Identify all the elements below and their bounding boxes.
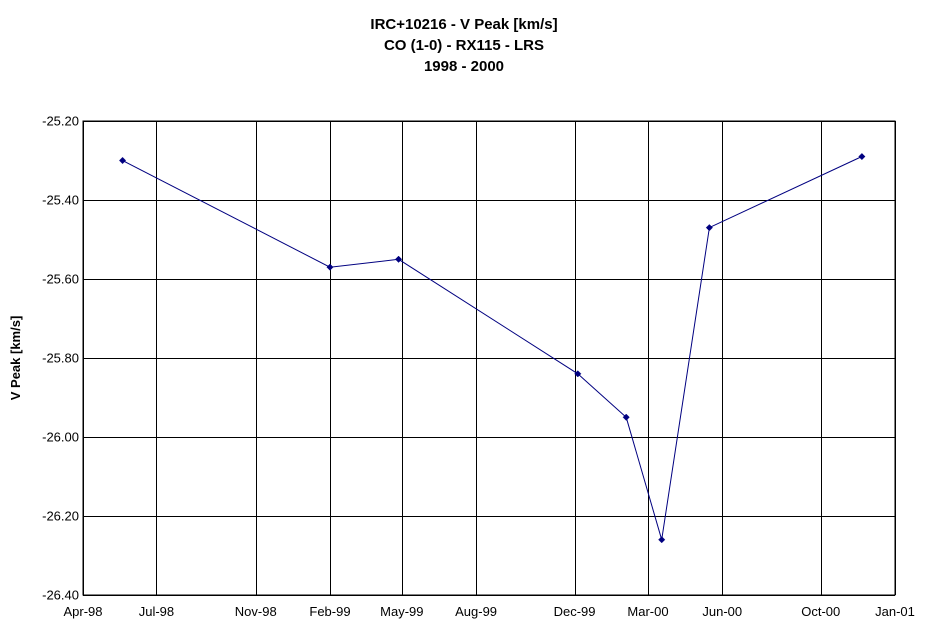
x-tick-label: May-99 bbox=[380, 604, 423, 619]
y-tick-label: -26.00 bbox=[42, 430, 79, 445]
data-point bbox=[658, 536, 666, 544]
data-point bbox=[326, 263, 334, 271]
chart-title: IRC+10216 - V Peak [km/s] CO (1-0) - RX1… bbox=[0, 14, 928, 77]
y-tick-label: -25.20 bbox=[42, 114, 79, 129]
data-point bbox=[622, 413, 630, 421]
series-line bbox=[122, 156, 863, 540]
chart-title-line-3: 1998 - 2000 bbox=[423, 58, 505, 75]
x-tick-label: Aug-99 bbox=[455, 604, 497, 619]
y-axis-label: V Peak [km/s] bbox=[8, 316, 23, 401]
y-tick-labels: -25.20 -25.40 -25.60 -25.80 -26.00 -26.20 -26.… bbox=[42, 114, 79, 603]
chart-title-line-2: CO (1-0) - RX115 - LRS bbox=[383, 37, 545, 54]
chart-title-line-1: IRC+10216 - V Peak [km/s] bbox=[370, 16, 558, 33]
y-tick-label: -26.40 bbox=[42, 588, 79, 603]
data-point bbox=[574, 370, 582, 378]
data-point bbox=[858, 152, 866, 161]
x-tick-label: Mar-00 bbox=[627, 604, 668, 619]
plot-area bbox=[82, 120, 896, 596]
x-tick-labels: Apr-98 Jul-98 Nov-98 Feb-99 May-99 Aug-99 Dec-… bbox=[63, 604, 914, 619]
x-tick-label: Jun-00 bbox=[702, 604, 742, 619]
y-tick-label: -26.20 bbox=[42, 509, 79, 524]
y-tick-label: -25.60 bbox=[42, 272, 79, 287]
y-tick-label: -25.40 bbox=[42, 193, 79, 208]
x-tick-label: Dec-99 bbox=[554, 604, 596, 619]
x-tick-label: Jan-01 bbox=[875, 604, 915, 619]
x-tick-label: Apr-98 bbox=[63, 604, 102, 619]
y-tick-label: -25.80 bbox=[42, 351, 79, 366]
x-tick-label: Feb-99 bbox=[309, 604, 350, 619]
gridlines bbox=[83, 121, 896, 596]
x-tick-label: Jul-98 bbox=[139, 604, 174, 619]
data-point bbox=[395, 255, 403, 263]
x-tick-label: Oct-00 bbox=[801, 604, 840, 619]
data-point bbox=[705, 224, 713, 232]
x-tick-label: Nov-98 bbox=[235, 604, 277, 619]
series bbox=[118, 152, 866, 544]
data-point bbox=[118, 156, 127, 165]
